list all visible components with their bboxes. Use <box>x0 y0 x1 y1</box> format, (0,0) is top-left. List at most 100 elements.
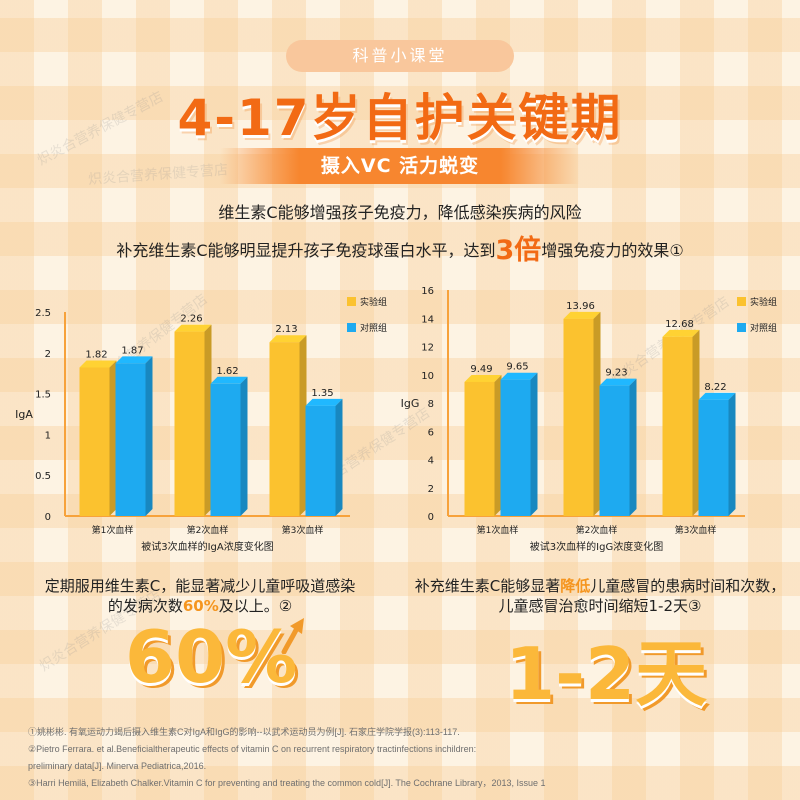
bar-control <box>599 385 630 516</box>
y-tick-label: 10 <box>421 371 434 382</box>
y-tick-label: 14 <box>421 314 434 325</box>
bar-side-control <box>530 372 538 516</box>
y-tick-label: 1.5 <box>35 390 51 401</box>
bar-value-label: 2.26 <box>180 314 202 325</box>
x-tick-label: 第3次血样 <box>675 524 717 536</box>
bar-side-experiment <box>494 374 502 516</box>
big-number-60: 60% <box>125 615 298 699</box>
legend-label: 实验组 <box>360 296 387 308</box>
legend-swatch <box>737 297 746 306</box>
bar-top-experiment <box>174 324 212 332</box>
arrow-up-icon <box>281 618 304 654</box>
bar-control <box>305 405 336 516</box>
legend-label: 对照组 <box>750 322 777 334</box>
bar-top-control <box>500 372 538 380</box>
y-tick-label: 4 <box>428 456 434 467</box>
bar-top-experiment <box>662 329 700 337</box>
legend-swatch <box>347 297 356 306</box>
left-stat-line-2: 的发病次数60%及以上。② <box>30 596 370 616</box>
intro-highlight: 3倍 <box>495 235 542 266</box>
right-stat-caption: 补充维生素C能够显著降低儿童感冒的患病时间和次数， 儿童感冒治愈时间缩短1-2天… <box>410 576 790 616</box>
bar-side-experiment <box>204 324 212 516</box>
bar-control <box>698 399 729 516</box>
igg-chart-svg: 0 2 4 6 8 10 12 14 16 IgG 9.49 9.65 第1次血样 13.96 9.23 第2… <box>401 286 777 553</box>
legend-swatch <box>737 323 746 332</box>
bar-value-label: 1.87 <box>121 345 143 356</box>
bar-top-control <box>305 398 343 406</box>
right-stat-line-1: 补充维生素C能够显著降低儿童感冒的患病时间和次数， <box>410 576 790 596</box>
section-pill: 科普小课堂 <box>286 40 514 72</box>
bar-value-label: 13.96 <box>566 301 595 312</box>
left-stat-caption: 定期服用维生素C，能显著减少儿童呼吸道感染 的发病次数60%及以上。② <box>30 576 370 616</box>
bar-side-control <box>240 376 248 516</box>
bar-side-experiment <box>109 360 117 516</box>
right-stat-line-1-pre: 补充维生素C能够显著 <box>414 577 561 595</box>
bar-top-control <box>210 376 248 384</box>
bar-value-label: 9.49 <box>470 364 492 375</box>
x-tick-label: 第3次血样 <box>282 524 324 536</box>
bar-top-control <box>698 392 736 400</box>
x-tick-label: 第2次血样 <box>187 524 229 536</box>
left-stat-line-1: 定期服用维生素C，能显著减少儿童呼吸道感染 <box>44 577 356 595</box>
bar-experiment <box>464 381 495 516</box>
x-tick-label: 第1次血样 <box>477 524 519 536</box>
bar-top-experiment <box>269 335 307 343</box>
bar-value-label: 8.22 <box>704 382 726 393</box>
references: ①姚彬彬. 有氧运动力竭后摄入维生素C对IgA和IgG的影响--以武术运动员为例… <box>28 724 788 792</box>
bar-value-label: 1.35 <box>311 388 333 399</box>
iga-chart: 0 0.5 1 1.5 2 2.5 IgA 1.82 1.87 第1次血样 2.26 1.62 第2次血… <box>10 280 390 558</box>
page-title: 4-17岁自护关键期 <box>177 89 623 147</box>
bar-value-label: 9.23 <box>605 368 627 379</box>
bar-experiment <box>563 318 594 516</box>
chart-title: 被试3次血样的IgA浓度变化图 <box>141 540 274 553</box>
igg-chart: 0 2 4 6 8 10 12 14 16 IgG 9.49 9.65 第1次血样 13.96 9.23 第2… <box>400 280 785 558</box>
y-tick-label: 2.5 <box>35 308 51 319</box>
left-stat-line-2-pre: 的发病次数 <box>107 597 183 615</box>
x-tick-label: 第1次血样 <box>92 524 134 536</box>
bar-experiment <box>174 331 205 516</box>
y-tick-label: 6 <box>428 427 434 438</box>
bar-value-label: 9.65 <box>506 362 528 373</box>
big-number-days: 1-2天 <box>505 632 708 716</box>
bar-side-experiment <box>299 335 307 516</box>
bar-side-control <box>335 398 343 516</box>
bar-experiment <box>79 367 110 516</box>
y-tick-label: 12 <box>421 343 434 354</box>
left-stat-highlight: 60% <box>182 597 219 615</box>
reference-1: ①姚彬彬. 有氧运动力竭后摄入维生素C对IgA和IgG的影响--以武术运动员为例… <box>28 727 460 737</box>
reference-2: ②Pietro Ferrara. et al.Beneficialtherape… <box>28 744 477 754</box>
y-tick-label: 16 <box>421 286 434 297</box>
y-tick-label: 2 <box>428 484 434 495</box>
y-axis-label: IgA <box>15 408 33 421</box>
right-stat-highlight: 降低 <box>560 577 591 595</box>
bar-side-experiment <box>692 329 700 516</box>
bar-top-experiment <box>563 311 601 319</box>
bar-value-label: 12.68 <box>665 319 694 330</box>
y-tick-label: 0 <box>428 512 434 523</box>
bar-side-control <box>629 378 637 516</box>
bar-control <box>115 363 146 516</box>
intro-line-1: 维生素C能够增强孩子免疫力，降低感染疾病的风险 <box>218 203 582 222</box>
iga-chart-svg: 0 0.5 1 1.5 2 2.5 IgA 1.82 1.87 第1次血样 2.26 1.62 第2次血… <box>15 296 387 553</box>
bar-side-control <box>145 356 153 516</box>
x-tick-label: 第2次血样 <box>576 524 618 536</box>
y-tick-label: 0.5 <box>35 471 51 482</box>
intro-line-2: 补充维生素C能够明显提升孩子免疫球蛋白水平，达到3倍增强免疫力的效果① <box>0 228 800 267</box>
bar-top-control <box>115 356 153 364</box>
y-axis-label: IgG <box>401 397 420 410</box>
bar-top-experiment <box>79 360 117 368</box>
legend-label: 对照组 <box>360 322 387 334</box>
intro-line-2-pre: 补充维生素C能够明显提升孩子免疫球蛋白水平，达到 <box>116 241 496 260</box>
y-tick-label: 8 <box>428 399 434 410</box>
reference-3: ③Harri Hemilä, Elizabeth Chalker.Vitamin… <box>28 778 546 788</box>
bar-experiment <box>662 336 693 516</box>
bar-control <box>500 379 531 516</box>
chart-title: 被试3次血样的IgG浓度变化图 <box>530 540 663 553</box>
right-stat-line-2: 儿童感冒治愈时间缩短1-2天③ <box>498 597 702 615</box>
bar-side-control <box>728 392 736 516</box>
bar-value-label: 1.62 <box>216 366 238 377</box>
subtitle-banner: 摄入VC 活力蜕变 <box>220 148 580 184</box>
legend-swatch <box>347 323 356 332</box>
y-tick-label: 0 <box>45 512 51 523</box>
right-stat-line-1-post: 儿童感冒的患病时间和次数， <box>590 577 786 595</box>
